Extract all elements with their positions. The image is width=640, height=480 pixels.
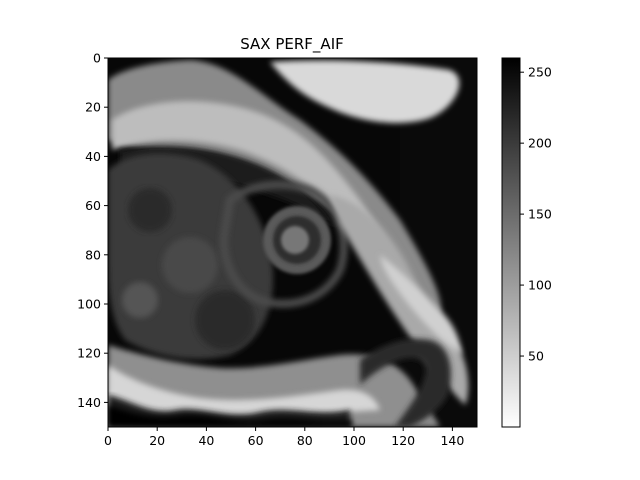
image-axes-frame [107, 57, 478, 428]
y-tick-label: 100 [77, 297, 101, 312]
colorbar-tick-label: 200 [528, 136, 552, 151]
x-axis: 0 20 40 60 80 100 120 140 [104, 427, 464, 448]
x-tick-label: 120 [391, 433, 415, 448]
y-tick-label: 40 [85, 149, 101, 164]
x-tick-label: 60 [248, 433, 264, 448]
y-tick-label: 60 [85, 198, 101, 213]
y-axis: 0 20 40 60 80 100 120 140 [77, 51, 108, 410]
colorbar-tick-label: 50 [528, 349, 544, 364]
colorbar [501, 57, 521, 428]
colorbar-axis: 50 100 150 200 250 [520, 65, 552, 364]
x-tick-label: 0 [104, 433, 112, 448]
colorbar-tick-label: 150 [528, 207, 552, 222]
colorbar-tick-label: 100 [528, 278, 552, 293]
y-tick-label: 20 [85, 100, 101, 115]
chart-title: SAX PERF_AIF [240, 35, 344, 54]
mri-image [108, 58, 477, 427]
y-tick-label: 0 [93, 51, 101, 66]
y-tick-label: 80 [85, 247, 101, 262]
y-tick-label: 120 [77, 346, 101, 361]
x-tick-label: 100 [342, 433, 366, 448]
x-tick-label: 80 [297, 433, 313, 448]
x-tick-label: 40 [198, 433, 214, 448]
colorbar-tick-label: 250 [528, 65, 552, 80]
x-tick-label: 140 [440, 433, 464, 448]
y-tick-label: 140 [77, 395, 101, 410]
x-tick-label: 20 [149, 433, 165, 448]
